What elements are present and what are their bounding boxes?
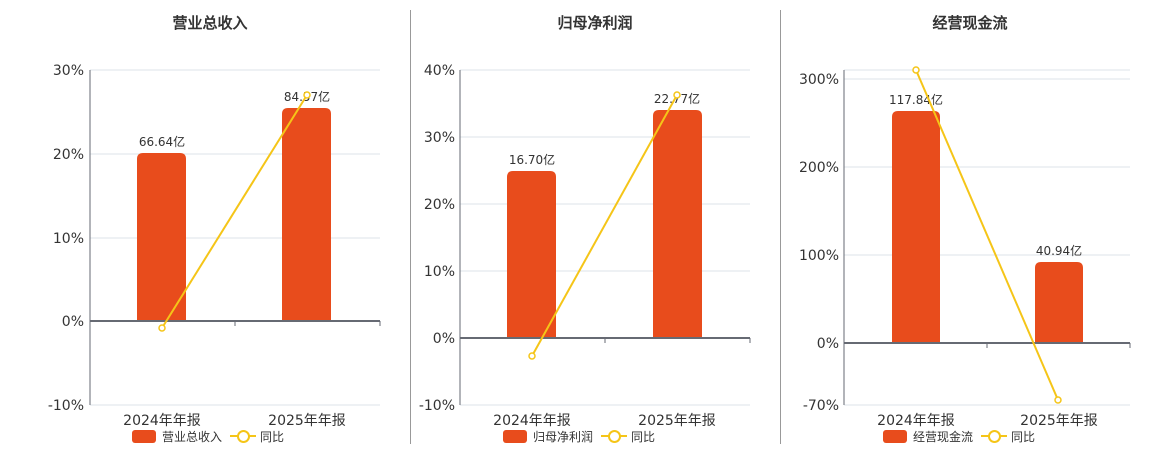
legend-line-swatch-icon[interactable]	[230, 429, 257, 443]
y-tick: 30%	[53, 63, 84, 79]
yoy-line	[161, 94, 308, 329]
legend-bar-swatch[interactable]	[503, 429, 527, 443]
bar-2024[interactable]	[507, 171, 556, 338]
panel-divider	[410, 10, 411, 444]
x-label: 2025年年报	[638, 413, 716, 429]
y-tick: -10%	[419, 398, 455, 414]
legend-line-label[interactable]: 同比	[631, 429, 656, 444]
bar-2024[interactable]	[892, 111, 940, 343]
chart-panel-revenue: 营业总收入 30% 20% 10% 0% -10% 66.64亿 84.57亿 …	[0, 0, 410, 450]
legend-bar-swatch[interactable]	[883, 429, 907, 443]
bar-value-label: 16.70亿	[509, 152, 555, 167]
y-tick: 40%	[424, 63, 455, 79]
legend-line-label[interactable]: 同比	[1011, 429, 1036, 444]
yoy-point[interactable]	[912, 66, 920, 74]
y-tick: 0%	[433, 331, 455, 347]
y-tick: 0%	[817, 336, 839, 352]
legend-bar-swatch[interactable]	[132, 429, 156, 443]
x-label: 2025年年报	[1020, 413, 1098, 429]
y-tick: 10%	[424, 264, 455, 280]
y-tick: 200%	[799, 160, 839, 176]
y-tick: 10%	[53, 231, 84, 247]
x-label: 2024年年报	[123, 413, 201, 429]
chart-panel-net-profit: 归母净利润 40% 30% 20% 10% 0% -10% 16.70亿 22.…	[419, 14, 751, 444]
legend: 营业总收入 同比	[132, 428, 284, 444]
y-tick: -70%	[803, 398, 839, 414]
x-label: 2024年年报	[877, 413, 955, 429]
legend-line-label[interactable]: 同比	[260, 429, 285, 444]
yoy-point[interactable]	[528, 352, 536, 360]
x-label: 2025年年报	[268, 413, 346, 429]
yoy-line	[531, 94, 678, 357]
yoy-line	[915, 69, 1059, 401]
y-tick: 20%	[53, 147, 84, 163]
bar-2025[interactable]	[653, 110, 702, 338]
x-label: 2024年年报	[493, 413, 571, 429]
legend: 经营现金流 同比	[883, 428, 1035, 444]
chart-plot: 40% 30% 20% 10% 0% -10% 16.70亿 22.77亿 20…	[419, 63, 751, 429]
y-tick: 100%	[799, 248, 839, 264]
y-tick: 0%	[62, 314, 84, 330]
bar-value-label: 66.64亿	[139, 134, 185, 149]
legend-line-swatch-icon[interactable]	[601, 429, 628, 443]
bar-2024[interactable]	[137, 153, 186, 321]
legend-line-swatch-icon[interactable]	[981, 429, 1008, 443]
panel-divider	[780, 10, 781, 444]
legend: 归母净利润 同比	[503, 428, 655, 444]
y-tick: -10%	[48, 398, 84, 414]
yoy-point[interactable]	[158, 324, 166, 332]
y-tick: 20%	[424, 197, 455, 213]
bar-value-label: 40.94亿	[1036, 243, 1082, 258]
chart-title: 营业总收入	[172, 14, 248, 32]
legend-bar-label[interactable]: 归母净利润	[533, 429, 594, 444]
legend-bar-label[interactable]: 营业总收入	[162, 429, 223, 444]
y-tick: 300%	[799, 72, 839, 88]
yoy-point[interactable]	[1054, 396, 1062, 404]
y-tick: 30%	[424, 130, 455, 146]
chart-plot: 30% 20% 10% 0% -10% 66.64亿 84.57亿 2024年年…	[48, 63, 381, 429]
bar-value-label: 117.84亿	[889, 92, 943, 107]
bar-2025[interactable]	[282, 108, 331, 321]
yoy-point[interactable]	[673, 91, 681, 99]
yoy-point[interactable]	[303, 91, 311, 99]
legend-bar-label[interactable]: 经营现金流	[913, 429, 974, 444]
chart-title: 归母净利润	[557, 14, 633, 32]
chart-title: 经营现金流	[932, 14, 1008, 32]
bar-2025[interactable]	[1035, 262, 1083, 343]
